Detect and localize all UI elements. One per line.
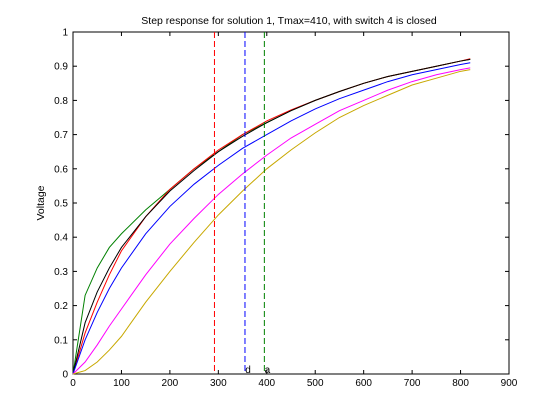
plot-area [72,31,510,375]
series-line-6 [72,69,471,375]
chart-title: Step response for solution 1, Tmax=410, … [141,15,437,27]
y-tick-label: 0.3 [54,267,68,278]
y-tick-label: 0.7 [54,130,68,141]
y-tick-label: 0.8 [54,96,68,107]
x-tick-label: 200 [162,378,179,389]
series-line-4 [72,62,471,375]
y-tick-label: 1 [62,28,68,39]
y-tick-label: 0.6 [54,164,68,175]
y-tick-label: 0.5 [54,199,68,210]
vertical-marker-label: d [245,365,251,376]
y-axis-label: Voltage [35,185,47,220]
y-tick-label: 0.4 [54,233,68,244]
x-tick-label: 0 [70,378,76,389]
y-tick-label: 0.2 [54,301,68,312]
y-tick-label: 0.9 [54,62,68,73]
series-line-3 [72,58,471,375]
x-tick-label: 300 [210,378,227,389]
series-lines [72,58,471,375]
x-tick-label: 800 [452,378,469,389]
series-line-5 [72,67,471,375]
axis-ticks: 0 100 200 300 400 500 600 700 800 900 0 0.1 0.2 0.3 0.… [54,28,518,390]
y-tick-label: 0.1 [54,335,68,346]
x-tick-label: 400 [258,378,275,389]
y-tick-label: 0 [62,370,68,381]
vertical-marker-label: a [265,365,271,376]
x-tick-label: 100 [113,378,130,389]
x-tick-label: 900 [501,378,518,389]
x-tick-label: 600 [355,378,372,389]
x-tick-label: 700 [404,378,421,389]
x-tick-label: 500 [307,378,324,389]
